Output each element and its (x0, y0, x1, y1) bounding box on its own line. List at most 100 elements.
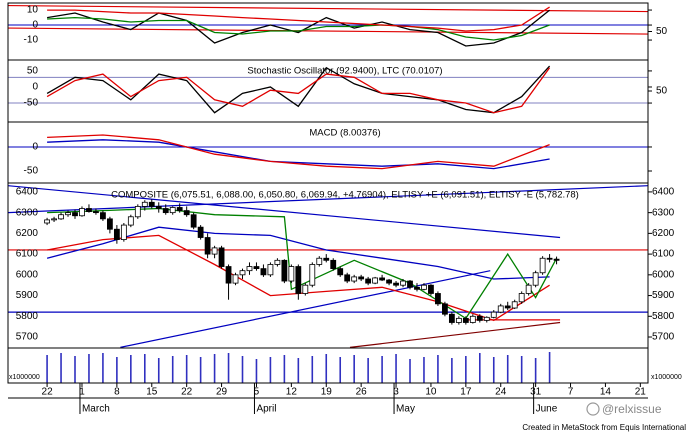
y-tick-label: 5900 (16, 290, 39, 301)
candle-body (351, 276, 358, 282)
candle-body (469, 315, 476, 323)
candle-body (490, 311, 497, 318)
candle-body (483, 316, 490, 321)
watermark-icon (586, 402, 600, 416)
panel-title: MACD (8.00376) (309, 128, 380, 139)
y-tick-label-right: 5900 (652, 290, 675, 301)
x-tick-label: 3 (393, 387, 399, 398)
candle-body (232, 274, 239, 284)
panel (8, 134, 648, 170)
panel (8, 185, 648, 348)
y-tick-label-right: 6400 (652, 187, 675, 198)
y-tick-label-right: 6200 (652, 228, 675, 239)
y-tick-label: 0 (32, 20, 38, 31)
trend-line (349, 321, 561, 348)
volume-bar (506, 355, 509, 383)
volume-bar (381, 356, 383, 383)
candle-body (155, 206, 162, 209)
candle-body (393, 282, 399, 286)
unit-label: x1000000 (9, 374, 40, 381)
y2-tick-label: 50 (656, 86, 668, 97)
candle-body (309, 264, 316, 286)
trend-line (8, 185, 648, 214)
candle-body (141, 201, 148, 207)
candle-body (148, 201, 155, 207)
candle-body (253, 266, 260, 270)
candle-body (372, 277, 379, 284)
month-label: May (396, 404, 415, 415)
unit-label-right: x1000000 (651, 374, 682, 381)
x-tick-label: 21 (635, 387, 647, 398)
volume-bar (409, 359, 411, 383)
x-tick-label: 24 (495, 387, 507, 398)
x-tick-label: 31 (530, 387, 542, 398)
volume-bar (116, 357, 118, 383)
volume-bar (102, 353, 104, 383)
indicator-line (47, 6, 550, 32)
y-tick-label-right: 5800 (652, 311, 675, 322)
volume-bar (325, 354, 328, 383)
candle-body (225, 266, 232, 284)
candle-body (162, 208, 169, 214)
volume-bar (130, 355, 132, 383)
candle-body (407, 280, 413, 288)
candle-body (442, 303, 448, 315)
candle-body (260, 268, 267, 276)
indicator-line (47, 134, 550, 170)
candle-body (330, 259, 337, 270)
volume-bar (520, 356, 523, 383)
candle-body (79, 208, 85, 217)
candle-body (65, 212, 71, 216)
candle-body (295, 266, 302, 294)
candle-body (435, 293, 441, 305)
candle-body (344, 274, 351, 282)
volume-bar (283, 355, 286, 383)
candle-body (316, 257, 323, 265)
month-label: June (536, 404, 558, 415)
y-tick-label-right: 5700 (652, 332, 675, 343)
y-tick-label: 5800 (16, 311, 39, 322)
panel (8, 65, 648, 114)
candle-body (58, 214, 64, 220)
volume-bar (227, 353, 230, 383)
volume-bar (185, 355, 188, 383)
volume-bar (395, 354, 397, 383)
candle-body (267, 264, 274, 276)
volume-bar (367, 358, 369, 383)
candle-body (120, 224, 127, 240)
candle-body (44, 219, 50, 224)
volume-bar (157, 358, 160, 383)
candle-body (511, 301, 518, 309)
candle-body (414, 286, 420, 290)
footer: Created in MetaStock from Equis Internat… (522, 423, 686, 432)
candle-body (134, 206, 141, 218)
candle-body (386, 279, 392, 284)
y-tick-label: -50 (24, 166, 39, 177)
y-tick-label-right: 6000 (652, 269, 675, 280)
y-tick-label-right: 6100 (652, 249, 675, 260)
candle-body (204, 237, 211, 255)
volume-bar (60, 353, 62, 383)
volume-bar (171, 356, 174, 383)
candle-body (127, 216, 134, 226)
candle-body (93, 211, 99, 214)
candle-body (358, 276, 365, 280)
candle-body (197, 226, 204, 238)
y-tick-label: 0 (32, 82, 38, 93)
candle-body (455, 317, 462, 323)
candle-body (546, 257, 553, 260)
y-tick-label: 10 (27, 5, 39, 16)
y2-tick-label: 50 (656, 26, 668, 37)
indicator-line (47, 139, 550, 170)
x-tick-label: 17 (460, 387, 472, 398)
candle-body (448, 313, 455, 323)
y-tick-label: 6200 (16, 228, 39, 239)
month-label: March (82, 404, 110, 415)
x-tick-label: 5 (254, 387, 260, 398)
x-tick-label: 8 (114, 387, 120, 398)
indicator-line (46, 67, 551, 114)
volume-bar (199, 357, 202, 383)
candle-body (176, 207, 183, 211)
indicator-line (46, 226, 550, 280)
x-tick-label: 19 (321, 387, 333, 398)
